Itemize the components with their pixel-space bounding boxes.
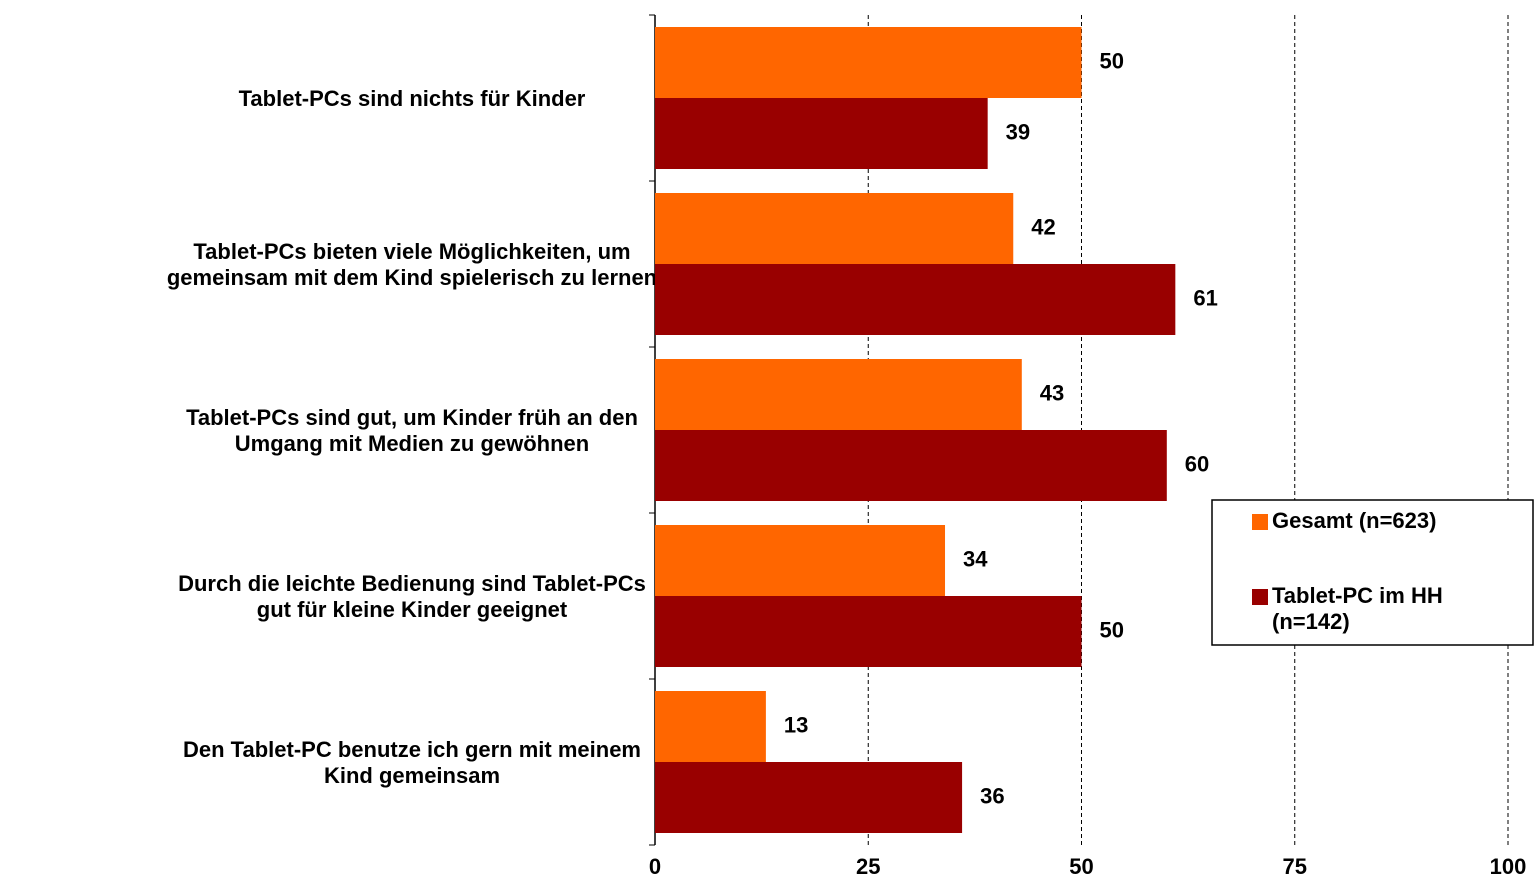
bar (655, 193, 1014, 264)
value-label: 13 (784, 712, 808, 737)
value-label: 50 (1100, 48, 1124, 73)
value-label: 36 (980, 783, 1004, 808)
category-label: Tablet-PCs sind nichts für Kinder (239, 86, 586, 111)
legend-swatch (1252, 589, 1268, 605)
bar (655, 596, 1082, 667)
x-tick-label: 50 (1069, 854, 1093, 879)
bar (655, 691, 766, 762)
x-tick-label: 75 (1283, 854, 1307, 879)
value-label: 61 (1193, 285, 1217, 310)
legend-swatch (1252, 514, 1268, 530)
bar (655, 762, 963, 833)
value-label: 50 (1100, 617, 1124, 642)
bar (655, 98, 988, 169)
bar (655, 430, 1167, 501)
value-label: 39 (1006, 119, 1030, 144)
x-tick-label: 0 (649, 854, 661, 879)
x-tick-label: 25 (856, 854, 880, 879)
bar (655, 27, 1082, 98)
legend-label: Tablet-PC im HH (n=142) (1272, 583, 1443, 634)
bar (655, 525, 946, 596)
value-label: 60 (1185, 451, 1209, 476)
value-label: 43 (1040, 380, 1064, 405)
category-label: Den Tablet-PC benutze ich gern mit meine… (183, 737, 641, 788)
category-label: Tablet-PCs bieten viele Möglichkeiten, u… (167, 239, 657, 290)
bar (655, 264, 1176, 335)
value-label: 42 (1031, 214, 1055, 239)
x-tick-label: 100 (1490, 854, 1527, 879)
category-label: Durch die leichte Bedienung sind Tablet-… (178, 571, 646, 622)
bar (655, 359, 1022, 430)
value-label: 34 (963, 546, 988, 571)
legend-label: Gesamt (n=623) (1272, 508, 1436, 533)
category-label: Tablet-PCs sind gut, um Kinder früh an d… (186, 405, 638, 456)
